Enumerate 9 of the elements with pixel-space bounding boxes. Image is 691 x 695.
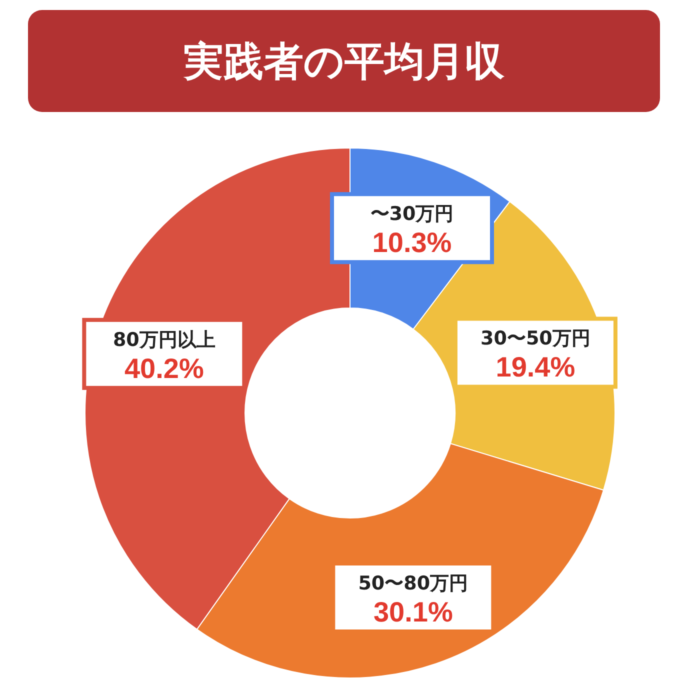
- chart-title: 実践者の平均月収: [28, 10, 660, 112]
- slice-label: 80万円以上: [112, 328, 216, 351]
- data-label: 40.2%: [124, 352, 204, 384]
- slice-label: 50〜80万円: [358, 572, 468, 594]
- data-label: 19.4%: [496, 352, 576, 383]
- data-label: 10.3%: [372, 227, 452, 258]
- slice-label: 30〜50万円: [480, 328, 590, 350]
- data-label: 30.1%: [373, 596, 453, 628]
- slice-label: 〜30万円: [370, 203, 454, 226]
